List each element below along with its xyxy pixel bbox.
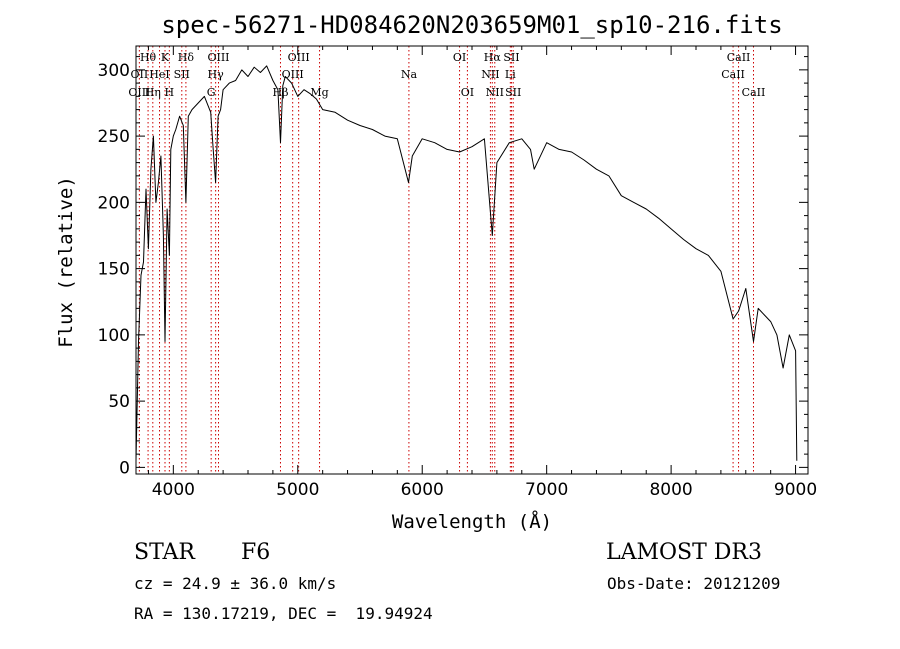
spectral-line-label: NII [481, 68, 499, 81]
spectral-line-label: K [161, 51, 170, 64]
plot-frame [135, 45, 809, 475]
y-tick-label: 250 [98, 127, 130, 147]
spectral-line-label: Hβ [273, 86, 289, 99]
y-axis-label: Flux (relative) [55, 176, 77, 348]
y-axis-ticks: 0 50 100 150 200 250 300 [98, 56, 808, 478]
x-tick-label: 6000 [401, 480, 444, 500]
object-type: STAR [134, 540, 195, 565]
spectral-line-label: HeI [149, 68, 169, 81]
object-subclass: F6 [241, 540, 271, 565]
spectral-line-label: Hδ [178, 51, 195, 64]
spectral-line-label: Hα [484, 51, 502, 64]
spectral-line-label: CaII [727, 51, 751, 64]
spectral-line-label: OII [131, 68, 149, 81]
spectral-line-label: SII [174, 68, 190, 81]
spectral-line-label: CaII [742, 86, 766, 99]
spectral-line-label: Hγ [208, 68, 225, 81]
spectral-line-label: Li [505, 68, 516, 81]
spectral-line-label: Hη [145, 86, 161, 99]
spectral-line-label: OIII [207, 51, 229, 64]
obs-date: Obs-Date: 20121209 [607, 574, 781, 593]
spectral-line-label: H [165, 86, 175, 99]
y-tick-label: 0 [119, 458, 130, 478]
spectral-line-label: OI [453, 51, 466, 64]
spectrum-series [135, 65, 798, 461]
spectral-line-label: OI [461, 86, 474, 99]
x-tick-label: 5000 [276, 480, 319, 500]
y-tick-label: 300 [98, 61, 130, 81]
spectrum-chart: spec-56271-HD084620N203659M01_sp10-216.f… [55, 11, 817, 533]
redshift-cz: cz = 24.9 ± 36.0 km/s [134, 574, 337, 593]
y-tick-label: 150 [98, 260, 130, 280]
y-tick-label: 100 [98, 326, 130, 346]
survey-name: LAMOST DR3 [606, 540, 762, 565]
spectral-lines-layer [138, 46, 754, 474]
y-tick-label: 200 [98, 193, 130, 213]
x-tick-label: 7000 [525, 480, 568, 500]
x-tick-label: 8000 [649, 480, 692, 500]
x-axis-ticks: 4000 5000 6000 7000 8000 9000 [147, 46, 817, 500]
spectral-line-label: Hθ [140, 51, 157, 64]
spectral-line-label: CaII [721, 68, 745, 81]
spectral-line-label: G [207, 86, 216, 99]
spectral-line-label: OIII [288, 51, 310, 64]
spectral-line-label: SII [505, 86, 521, 99]
chart-title: spec-56271-HD084620N203659M01_sp10-216.f… [161, 11, 782, 39]
spectral-line-label: Mg [310, 86, 328, 99]
spectral-line-label: Na [401, 68, 418, 81]
x-axis-label: Wavelength (Å) [392, 510, 552, 533]
spectral-line-label: OIII [128, 86, 150, 99]
x-tick-label: 9000 [774, 480, 817, 500]
x-tick-label: 4000 [152, 480, 195, 500]
spectral-line-label: NII [486, 86, 504, 99]
spectral-line-label: SII [503, 51, 519, 64]
y-tick-label: 50 [108, 392, 130, 412]
coordinates: RA = 130.17219, DEC = 19.94924 [134, 604, 433, 623]
